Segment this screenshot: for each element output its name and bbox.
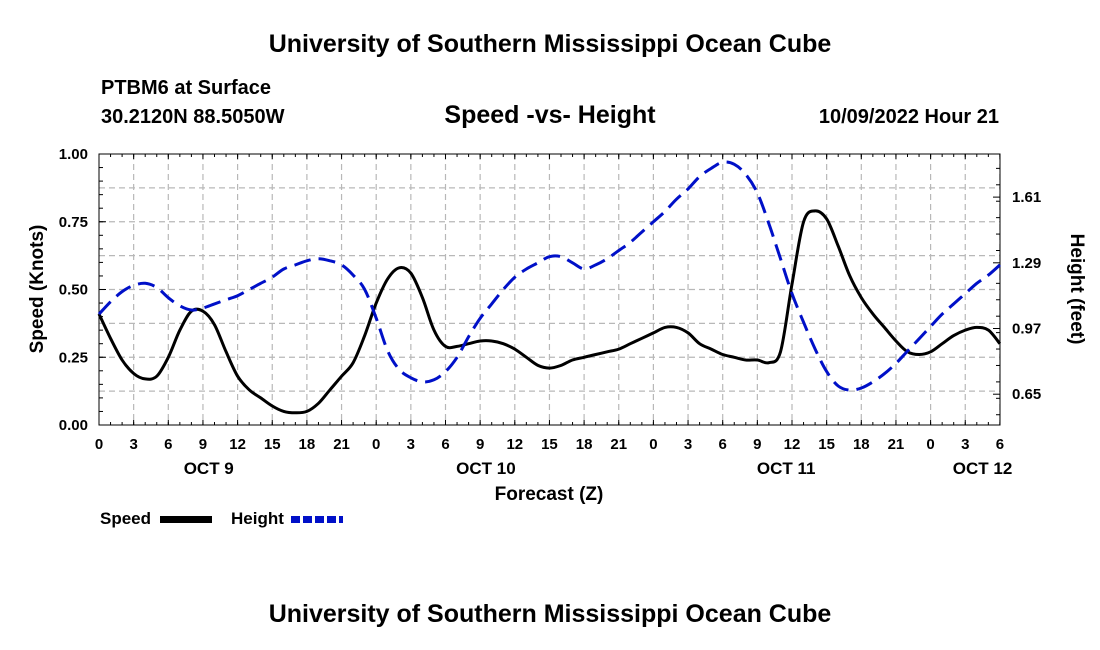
x-tick-label: 15 [818,436,835,453]
x-tick-label: 9 [753,436,761,453]
x-tick-label: 6 [164,436,172,453]
label-layer: 0 3 6 9 12 15 18 21 0 3 6 9 12 15 18 21 0 3 6 9 12 15 18 21 0 3 6O… [27,146,1087,505]
x-tick-label: 21 [333,436,350,453]
y-left-tick-label: 0.50 [59,282,88,299]
tick-layer [98,153,1001,426]
legend-height-swatch [291,516,343,523]
x-axis-title: Forecast (Z) [495,484,604,505]
x-tick-label: 3 [407,436,415,453]
x-tick-label: 21 [610,436,627,453]
x-date-label: OCT 10 [456,459,516,478]
x-tick-label: 21 [888,436,905,453]
x-tick-label: 0 [95,436,103,453]
y-left-tick-label: 0.25 [59,349,88,366]
y-left-tick-label: 0.00 [59,417,88,434]
x-date-label: OCT 11 [757,459,816,478]
x-tick-label: 3 [961,436,969,453]
x-tick-label: 15 [264,436,281,453]
y-left-axis-title: Speed (Knots) [27,225,48,354]
x-tick-label: 0 [926,436,934,453]
y-right-tick-label: 0.65 [1012,386,1041,403]
x-tick-label: 6 [996,436,1004,453]
grid-layer [99,154,1001,425]
y-right-tick-label: 1.29 [1012,255,1041,272]
x-tick-label: 18 [299,436,316,453]
x-tick-label: 15 [541,436,558,453]
page-title: University of Southern Mississippi Ocean… [268,30,832,58]
x-tick-label: 9 [476,436,484,453]
legend-speed-label: Speed [100,509,152,528]
legend-speed-swatch [160,516,212,523]
legend-height-label: Height [231,509,284,528]
y-left-tick-label: 0.75 [59,214,88,231]
station-label: PTBM6 at Surface [101,77,272,99]
x-tick-label: 12 [506,436,523,453]
y-left-tick-label: 1.00 [59,146,88,163]
coordinates-label: 30.2120N 88.5050W [101,106,285,128]
series-line-height [97,160,1001,392]
x-date-label: OCT 9 [184,459,234,478]
x-tick-label: 6 [719,436,727,453]
y-right-axis-title: Height (feet) [1066,234,1087,345]
series-line-speed [97,209,1002,415]
x-tick-label: 12 [784,436,801,453]
forecast-datetime: 10/09/2022 Hour 21 [818,106,999,128]
footer-title: University of Southern Mississippi Ocean… [268,600,832,628]
chart-subtitle: Speed -vs- Height [444,101,656,129]
x-tick-label: 3 [129,436,137,453]
x-tick-label: 0 [649,436,657,453]
x-date-label: OCT 12 [953,459,1013,478]
y-right-tick-label: 1.61 [1012,189,1041,206]
x-tick-label: 6 [441,436,449,453]
x-tick-label: 18 [853,436,870,453]
x-tick-label: 3 [684,436,692,453]
x-tick-label: 9 [199,436,207,453]
series-layer [97,160,1002,415]
x-tick-label: 12 [229,436,246,453]
x-tick-label: 0 [372,436,380,453]
y-right-tick-label: 0.97 [1012,321,1041,338]
x-tick-label: 18 [576,436,593,453]
